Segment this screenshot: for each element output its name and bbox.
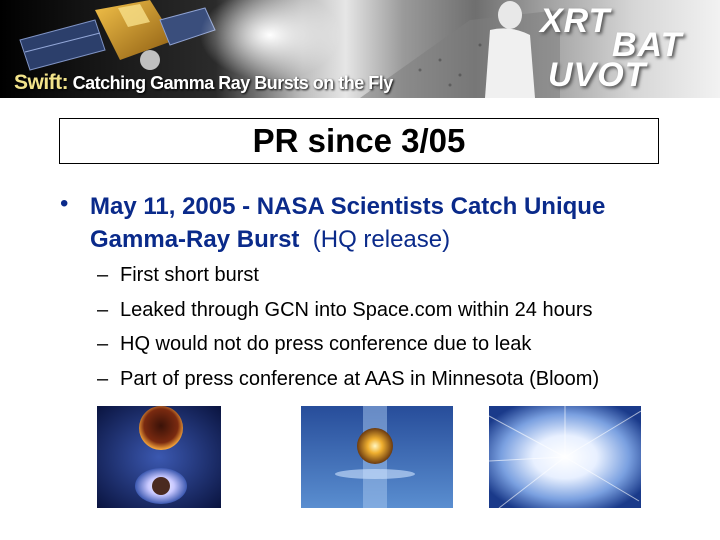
slide-title-box: PR since 3/05 (59, 118, 659, 164)
sub-bullet: – HQ would not do press conference due t… (97, 333, 697, 368)
slide-title: PR since 3/05 (252, 122, 466, 159)
sub-bullet-marker: – (97, 298, 109, 321)
technician-image (485, 1, 535, 98)
header-banner: XRT BAT UVOT Swift: Catching Gamma Ray B… (0, 0, 720, 98)
sub-bullet: – First short burst (97, 264, 697, 299)
instrument-label-xrt: XRT (540, 2, 611, 40)
bullet-marker: • (60, 190, 69, 217)
banner-artwork (19, 0, 560, 98)
mission-tagline: Catching Gamma Ray Bursts on the Fly (72, 73, 394, 93)
sub-bullet-marker: – (97, 264, 109, 286)
satellite-image (19, 0, 216, 71)
burst-glow (200, 0, 340, 80)
sub-bullet-text: First short burst (120, 264, 259, 286)
collision-explosion-image (301, 406, 453, 508)
sub-bullet-text: Leaked through GCN into Space.com within… (120, 298, 593, 321)
bullet-suffix: (HQ release) (312, 226, 451, 253)
sub-bullet-text: HQ would not do press conference due to … (120, 333, 532, 355)
mission-name: Swift: (14, 71, 69, 94)
instrument-label-bat: BAT (612, 26, 683, 64)
sub-bullet-list: – First short burst – Leaked through GCN… (97, 264, 697, 402)
gamma-ray-burst-flash-image (489, 406, 641, 508)
sub-bullet: – Part of press conference at AAS in Min… (97, 368, 697, 403)
banner-title: Swift: Catching Gamma Ray Bursts on the … (14, 71, 393, 95)
sub-bullet: – Leaked through GCN into Space.com with… (97, 299, 697, 334)
sub-bullet-marker: – (97, 367, 109, 390)
instrument-label-uvot: UVOT (548, 56, 647, 94)
sub-bullet-marker: – (97, 333, 109, 355)
bullet-headline: May 11, 2005 - NASA Scientists Catch Uni… (90, 193, 606, 253)
neutron-star-merger-image (97, 406, 221, 508)
sub-bullet-text: Part of press conference at AAS in Minne… (120, 367, 600, 390)
